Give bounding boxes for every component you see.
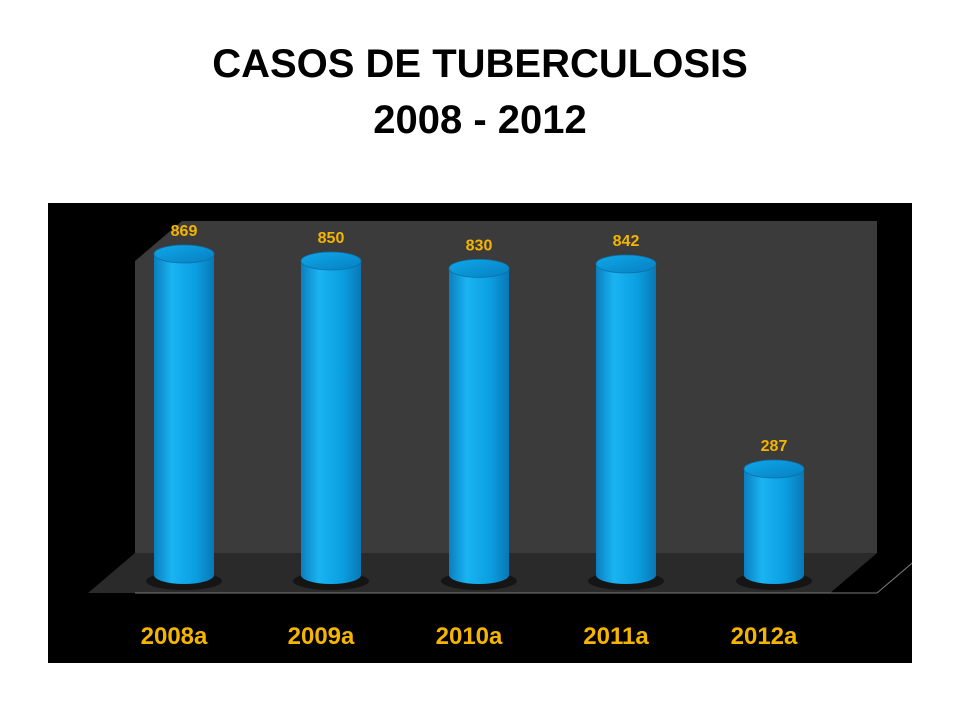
bar-top-2012a: [743, 459, 805, 479]
x-tick-label: 2012a: [731, 623, 798, 650]
x-tick-label: 2008a: [141, 623, 208, 650]
data-label: 850: [318, 230, 345, 247]
bar-top-2010a: [448, 259, 510, 278]
x-tick-label: 2011a: [583, 623, 649, 650]
chart-title: CASOS DE TUBERCULOSIS 2008 - 2012: [0, 36, 960, 148]
bar-2012a: [744, 468, 804, 584]
bar-top-2011a: [595, 254, 657, 274]
bar-chart: 869 850 830 842 287 2008a 2009a 2010a 2011a 2012…: [88, 221, 912, 650]
chart-panel: 869 850 830 842 287 2008a 2009a 2010a 2011a 2012…: [48, 203, 912, 663]
title-line-2: 2008 - 2012: [373, 98, 587, 142]
data-label: 830: [466, 237, 493, 254]
x-tick-label: 2010a: [436, 623, 503, 650]
bar-top-2008a: [153, 244, 215, 264]
data-label: 287: [761, 438, 788, 455]
bar-2011a: [596, 263, 656, 584]
data-label: 842: [613, 233, 640, 250]
title-line-1: CASOS DE TUBERCULOSIS: [212, 42, 748, 86]
bar-2009a: [301, 261, 361, 584]
data-label: 869: [171, 223, 198, 240]
bar-2008a: [154, 254, 214, 584]
bar-2010a: [449, 268, 509, 584]
chart-floor-right-edge: [876, 562, 912, 594]
bar-top-2009a: [300, 251, 362, 271]
x-tick-label: 2009a: [288, 623, 355, 650]
